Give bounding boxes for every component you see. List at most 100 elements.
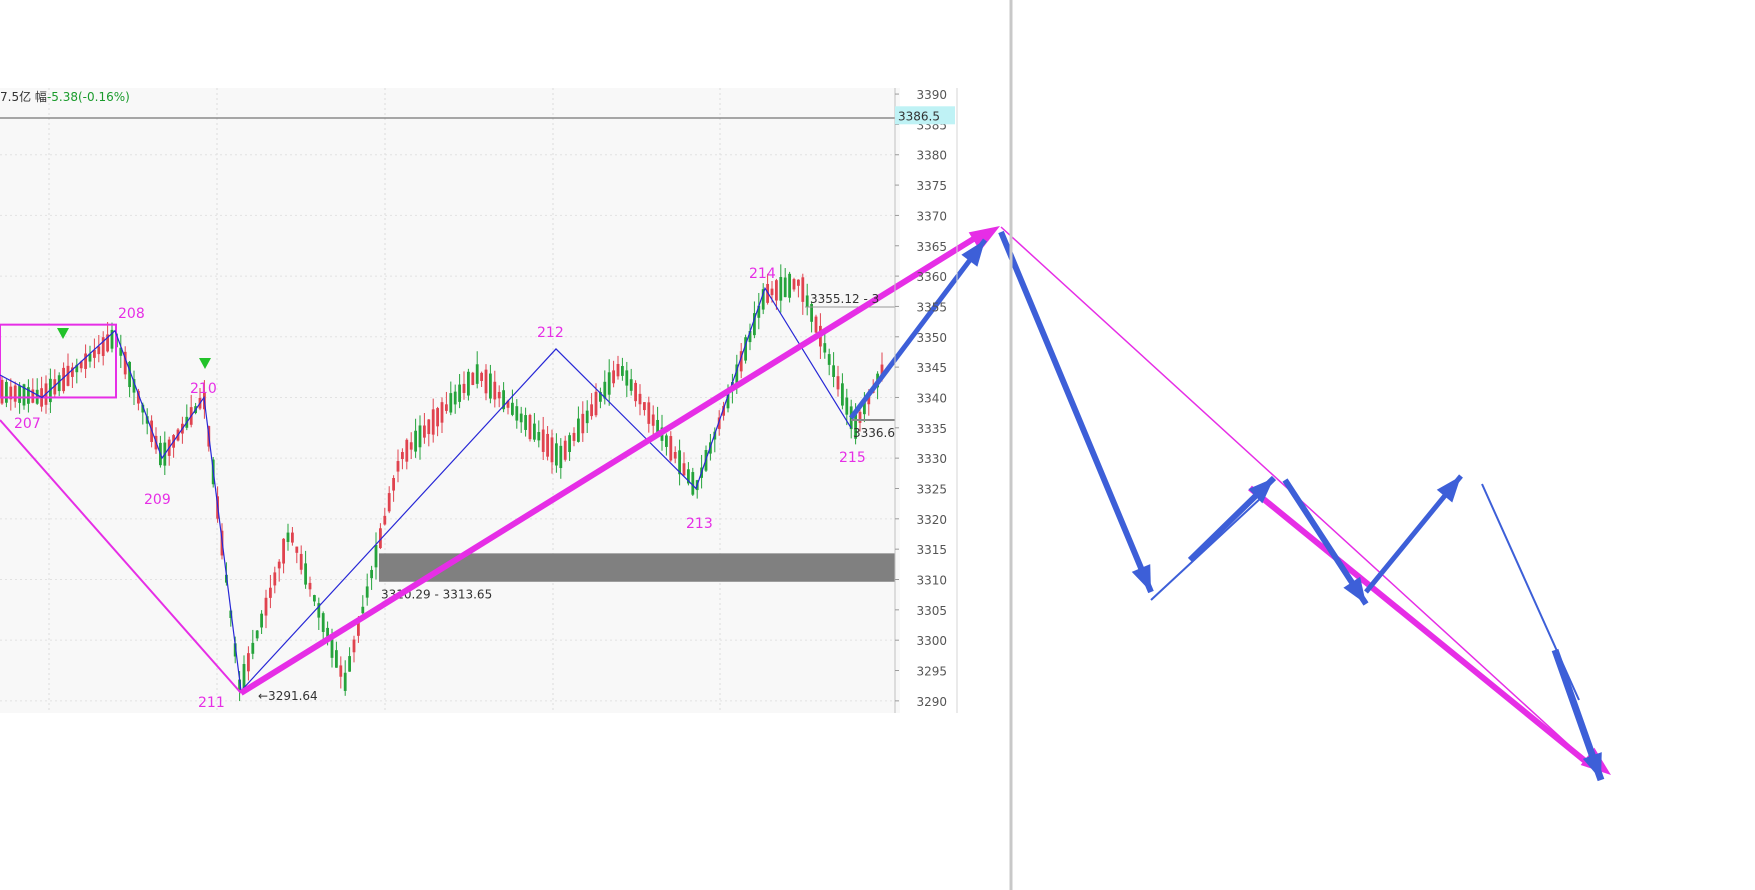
candle-body	[748, 330, 752, 343]
right-price-label: 3336.6	[853, 426, 895, 440]
current-price-label: 3386.5	[898, 109, 940, 123]
candle-body	[291, 532, 294, 543]
candle-body	[638, 393, 642, 405]
candle-body	[128, 361, 131, 388]
candle-body	[352, 639, 356, 653]
candle-body	[449, 393, 453, 413]
y-tick-label: 3380	[916, 149, 947, 163]
turnover-amount: 7.5亿	[0, 90, 32, 104]
candle-body	[57, 375, 61, 392]
forecast-trend-thick	[1248, 485, 1592, 768]
candle-body	[97, 346, 101, 355]
candle-body	[260, 613, 263, 628]
y-tick-label: 3355	[916, 300, 947, 314]
candle-body	[304, 563, 307, 585]
info-bar: 7.5亿 幅-5.38(-0.16%)	[0, 88, 130, 105]
y-tick-label: 3390	[916, 88, 947, 102]
candle-body	[753, 313, 756, 336]
candle-body	[836, 376, 840, 390]
candle-body	[691, 472, 695, 495]
candle-body	[343, 672, 347, 691]
candle-body	[550, 437, 554, 463]
y-tick-label: 3295	[916, 665, 947, 679]
candle-body	[783, 277, 787, 298]
candle-body	[238, 679, 241, 692]
forecast-up-1-head	[961, 240, 985, 267]
candle-body	[493, 381, 497, 400]
candle-body	[867, 393, 871, 405]
y-tick-label: 3340	[916, 391, 947, 405]
y-tick-label: 3345	[916, 361, 947, 375]
y-tick-label: 3365	[916, 240, 947, 254]
candle-body	[581, 413, 585, 434]
candle-body	[572, 432, 576, 441]
candle-body	[524, 415, 527, 430]
candle-body	[453, 391, 457, 405]
candle-body	[431, 409, 435, 435]
candle-body	[647, 402, 651, 424]
candle-body	[801, 277, 805, 302]
candle-body	[616, 363, 620, 377]
candle-body	[31, 389, 35, 403]
candle-body	[132, 379, 136, 393]
candle-body	[841, 383, 844, 406]
forecast-down-3-head	[1582, 752, 1602, 780]
candle-body	[392, 477, 395, 491]
candle-body	[858, 411, 862, 423]
y-tick-label: 3315	[916, 543, 947, 557]
low-price-label: ←3291.64	[258, 689, 318, 703]
candle-body	[673, 451, 677, 459]
candle-body	[88, 353, 92, 362]
forecast-up-1-shaft	[849, 238, 987, 420]
candle-body	[805, 295, 809, 308]
candle-body	[247, 653, 250, 672]
forecast-down-1-shaft	[998, 230, 1154, 594]
candle-body	[317, 603, 321, 618]
candle-body	[555, 443, 558, 466]
candle-body	[22, 384, 26, 406]
candle-body	[854, 414, 857, 439]
candle-body	[607, 372, 611, 395]
candle-body	[374, 544, 378, 568]
candle-body	[9, 386, 13, 400]
candle-body	[779, 277, 783, 301]
candle-body	[357, 620, 360, 636]
candle-body	[717, 417, 721, 429]
candle-body	[678, 450, 681, 475]
candle-body	[330, 635, 334, 658]
candle-body	[299, 553, 303, 570]
candle-body	[880, 364, 884, 379]
candle-body	[0, 379, 4, 404]
candle-body	[585, 410, 589, 424]
candle-body	[321, 613, 325, 632]
pivot-label-207: 207	[14, 416, 41, 432]
signal-arrow-1	[57, 328, 69, 339]
candle-body	[739, 351, 743, 372]
candle-body	[735, 364, 739, 383]
candle-body	[383, 515, 387, 525]
y-tick-label: 3375	[916, 179, 947, 193]
pivot-label-209: 209	[144, 492, 171, 508]
candle-body	[348, 656, 351, 672]
candle-body	[66, 365, 70, 386]
candle-body	[537, 431, 541, 441]
candle-body	[93, 349, 96, 358]
trend-line-up	[239, 235, 977, 696]
candle-body	[480, 372, 483, 381]
candle-body	[599, 391, 602, 402]
candle-body	[722, 405, 725, 416]
candle-body	[445, 404, 448, 411]
candle-body	[5, 381, 8, 403]
candle-body	[563, 440, 567, 460]
pivot-label-213: 213	[686, 516, 713, 532]
candle-body	[119, 347, 123, 356]
forecast-down-2-head	[1343, 576, 1366, 604]
candle-body	[577, 418, 580, 442]
pivot-label-215: 215	[839, 450, 866, 466]
candle-body	[594, 391, 598, 416]
candle-body	[502, 390, 505, 410]
candle-body	[365, 586, 369, 598]
pivot-label-211: 211	[198, 695, 225, 711]
candle-body	[467, 371, 470, 396]
candle-body	[141, 404, 145, 413]
